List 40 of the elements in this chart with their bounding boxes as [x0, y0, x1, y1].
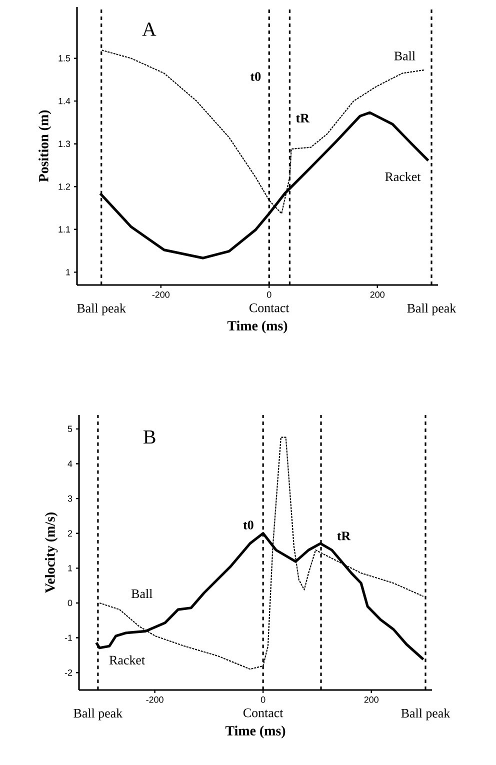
ref-line-label: Contact [250, 304, 290, 312]
x-tick-label: 200 [364, 696, 378, 703]
ref-line-label: Contact [243, 708, 284, 718]
y-tick-label: 1 [68, 565, 72, 572]
y-tick-label: 5 [68, 426, 72, 432]
x-axis-title: Time (ms) [225, 726, 286, 738]
y-tick-label: -1 [64, 634, 72, 641]
text: B [144, 430, 156, 444]
ref-line-label: Ball peak [74, 708, 123, 720]
text: A [142, 22, 156, 36]
x-tick-label: 200 [370, 291, 385, 298]
ref-line-label: Ball peak [407, 304, 456, 316]
y-tick-label: 1 [66, 269, 70, 276]
ref-line-label: Ball peak [401, 708, 450, 720]
annotation: t0 [243, 520, 254, 530]
annotation: tR [296, 114, 310, 122]
ref-line-label: Ball peak [77, 304, 126, 316]
series-label: Racket [385, 172, 421, 182]
series-label: Ball [131, 588, 152, 598]
x-tick-label: -200 [152, 291, 170, 298]
y-tick-label: 1.1 [58, 226, 70, 232]
annotation: t0 [250, 72, 261, 81]
y-tick-label: 1.4 [58, 98, 70, 104]
y-tick-label: 4 [68, 460, 72, 467]
y-tick-label: 2 [68, 530, 72, 536]
x-axis-title: Time (ms) [227, 320, 288, 334]
y-tick-label: -2 [64, 669, 72, 676]
y-axis-title: Velocity (m/s) [44, 512, 58, 593]
y-tick-label: 1.2 [58, 183, 70, 190]
y-axis-title: Position (m) [38, 110, 52, 182]
x-tick-label: 0 [260, 696, 266, 703]
annotation: tR [337, 532, 351, 540]
y-tick-label: 3 [68, 495, 72, 502]
y-tick-label: 1.3 [58, 140, 70, 148]
y-tick-label: 1.5 [58, 55, 70, 62]
x-tick-label: 0 [266, 291, 272, 298]
series-label: Ball [394, 51, 416, 60]
series-label: Racket [109, 655, 145, 664]
y-tick-label: 0 [68, 600, 72, 606]
x-tick-label: -200 [146, 696, 164, 703]
